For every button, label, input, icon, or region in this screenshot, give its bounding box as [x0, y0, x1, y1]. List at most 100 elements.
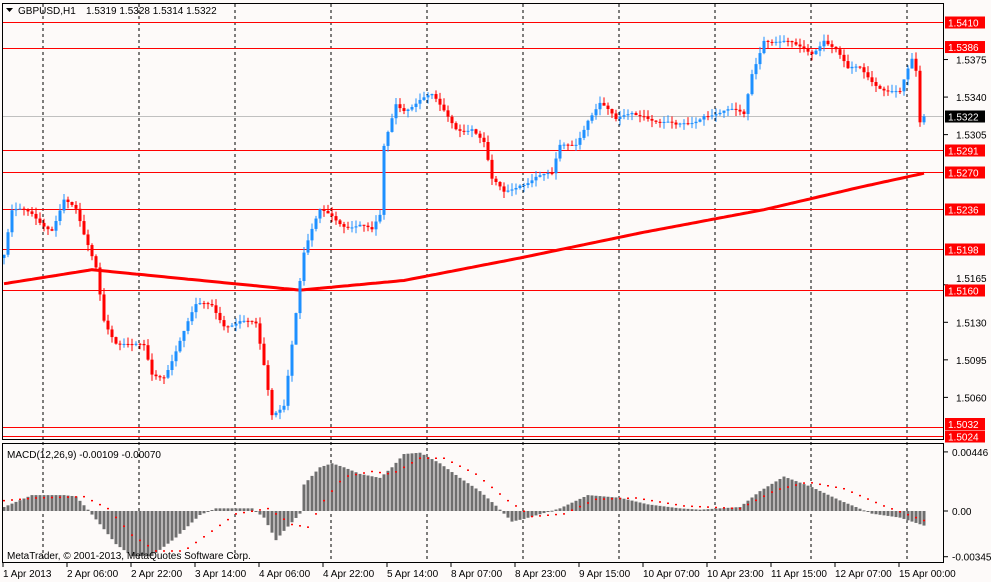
macd-bar: [850, 505, 854, 511]
level-label: 1.5270: [948, 169, 979, 180]
macd-bar: [662, 506, 666, 511]
macd-bar: [122, 511, 126, 551]
macd-bar: [650, 504, 654, 511]
signal-dot: [619, 497, 621, 500]
macd-bar: [438, 463, 442, 511]
macd-bar: [90, 511, 94, 515]
signal-dot: [771, 491, 773, 493]
macd-bar: [174, 511, 178, 538]
macd-bar: [678, 508, 682, 511]
candle-body: [602, 102, 606, 106]
signal-dot: [211, 530, 213, 532]
signal-dot: [451, 461, 453, 463]
macd-signal: [3, 457, 925, 552]
candle-body: [890, 91, 894, 93]
candle-body: [670, 121, 674, 123]
candle-body: [606, 105, 610, 110]
macd-tick-label: 0.00: [952, 507, 972, 518]
signal-dot: [595, 498, 597, 501]
macd-bar: [58, 495, 62, 511]
macd-bar: [494, 505, 498, 511]
candle-body: [686, 123, 690, 125]
macd-bar: [186, 511, 190, 527]
macd-bar: [806, 485, 810, 511]
candle-body: [446, 110, 450, 117]
macd-bar: [670, 507, 674, 511]
macd-bar: [426, 456, 430, 511]
triangle-down-icon[interactable]: [6, 8, 13, 12]
macd-bar: [610, 497, 614, 511]
candle-body: [170, 361, 174, 371]
candle-body: [754, 64, 758, 75]
candle-body: [490, 159, 494, 179]
macd-bar: [798, 482, 802, 511]
candle-body: [146, 345, 150, 360]
candle-body: [422, 97, 426, 100]
candle-body: [806, 49, 810, 52]
macd-bar: [530, 511, 534, 517]
candle-body: [294, 313, 298, 345]
price-tick-label: 1.5375: [956, 56, 987, 67]
candle-body: [342, 224, 346, 227]
candle-body: [266, 365, 270, 390]
signal-dot: [659, 501, 661, 503]
candle-body: [774, 41, 778, 43]
candle-body: [62, 199, 66, 211]
candle-body: [910, 58, 914, 69]
candle-body: [474, 129, 478, 134]
candle-body: [110, 329, 114, 338]
candle-body: [498, 181, 502, 187]
signal-dot: [403, 466, 405, 469]
macd-bar: [18, 500, 22, 511]
signal-dot: [267, 507, 269, 510]
candle-body: [530, 180, 534, 184]
candle-body: [906, 68, 910, 80]
candle-body: [238, 321, 242, 324]
level-label-bg: [945, 203, 985, 216]
macd-bar: [250, 508, 254, 511]
horizontal-levels[interactable]: [3, 22, 944, 437]
macd-bar: [362, 474, 366, 511]
signal-dot: [755, 499, 757, 502]
time-label: 5 Apr 14:00: [387, 569, 439, 580]
candle-body: [830, 44, 834, 47]
macd-bar: [886, 511, 890, 516]
macd-bar: [766, 486, 770, 511]
candle-body: [190, 312, 194, 322]
macd-bar: [14, 501, 18, 511]
signal-dot: [419, 457, 421, 459]
macd-bar: [318, 467, 322, 511]
time-label: 10 Apr 23:00: [707, 569, 764, 580]
candle-body: [550, 173, 554, 175]
candle-body: [78, 208, 82, 222]
signal-dot: [907, 513, 909, 516]
macd-bar: [890, 511, 894, 517]
candle-body: [402, 108, 406, 112]
macd-bar: [286, 511, 290, 527]
time-label: 4 Apr 22:00: [323, 569, 375, 580]
macd-bar: [710, 508, 714, 511]
candle-body: [166, 370, 170, 378]
candle-body: [854, 66, 858, 68]
candle-body: [634, 113, 638, 116]
candle-body: [786, 40, 790, 42]
signal-dot: [803, 482, 805, 484]
macd-bar: [786, 478, 790, 511]
macd-bar: [394, 462, 398, 511]
candle-body: [810, 51, 814, 55]
macd-bar: [858, 508, 862, 511]
candle-body: [462, 130, 466, 132]
candle-body: [350, 227, 354, 229]
macd-bar: [470, 485, 474, 511]
macd-bar: [54, 495, 58, 511]
signal-dot: [139, 539, 141, 542]
ma-line: [3, 171, 925, 292]
candle-body: [22, 208, 26, 210]
candle-body: [14, 208, 18, 211]
signal-dot: [179, 550, 181, 552]
signal-dot: [131, 534, 133, 536]
macd-bar: [478, 491, 482, 511]
signal-dot: [91, 499, 93, 502]
candle-body: [354, 226, 358, 228]
